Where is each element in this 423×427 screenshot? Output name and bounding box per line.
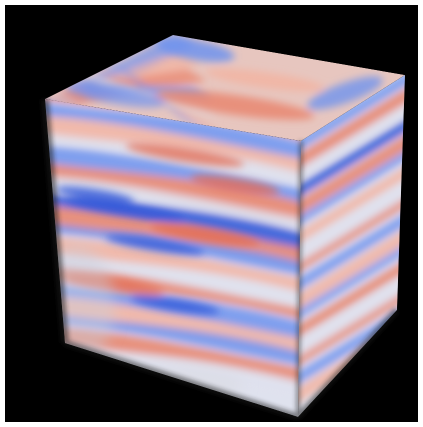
cube-edge-shadows [41, 98, 400, 420]
render-viewport [5, 5, 418, 422]
cube-top-face [45, 35, 405, 141]
volume-cube-render [41, 35, 405, 420]
